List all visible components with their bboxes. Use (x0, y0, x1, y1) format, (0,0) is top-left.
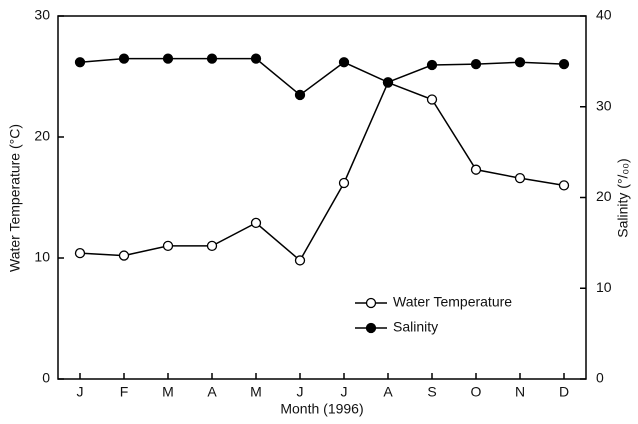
x-tick-label: J (297, 384, 304, 400)
x-tick-label: A (207, 384, 217, 400)
legend-label: Water Temperature (393, 294, 512, 310)
data-point (294, 89, 306, 101)
data-point (426, 94, 438, 105)
x-tick-label: F (120, 384, 129, 400)
data-point (294, 255, 306, 266)
data-point (162, 53, 174, 64)
data-point (514, 172, 526, 184)
data-point (382, 77, 394, 88)
y2-tick-label: 0 (596, 370, 604, 386)
x-axis-label: Month (1996) (280, 401, 363, 417)
x-tick-label: J (341, 384, 348, 400)
x-tick-label: D (559, 384, 569, 400)
series-line (79, 57, 565, 96)
data-point (74, 57, 86, 68)
data-point (558, 180, 570, 191)
data-point (206, 53, 218, 64)
data-point (470, 164, 482, 175)
series-line (79, 81, 565, 262)
x-tick-label: A (383, 384, 393, 400)
legend-marker (365, 297, 377, 309)
y2-tick-label: 30 (596, 97, 612, 113)
data-point (250, 217, 262, 229)
x-tick-label: M (162, 384, 174, 400)
data-point (206, 240, 218, 252)
data-point (250, 53, 262, 64)
x-tick-label: N (515, 384, 525, 400)
data-point (74, 248, 86, 259)
data-point (470, 58, 482, 70)
y2-tick-label: 10 (596, 279, 612, 295)
y2-axis-label: Salinity (°/₀₀) (615, 158, 631, 237)
y2-tick-label: 40 (596, 7, 612, 23)
data-point (514, 57, 526, 68)
legend-marker (365, 322, 377, 334)
data-point (426, 59, 438, 71)
y-tick-label: 20 (34, 128, 50, 144)
x-tick-label: S (427, 384, 436, 400)
legend-label: Salinity (393, 319, 438, 335)
x-tick-label: M (250, 384, 262, 400)
y-tick-label: 10 (34, 249, 50, 265)
plot-frame (57, 15, 587, 380)
y2-tick-label: 20 (596, 188, 612, 204)
data-point (338, 177, 350, 189)
x-tick-label: O (471, 384, 482, 400)
data-point (162, 240, 174, 252)
data-point (118, 250, 130, 261)
x-tick-label: J (77, 384, 84, 400)
data-point (118, 53, 130, 64)
y-axis-label: Water Temperature (°C) (7, 124, 23, 272)
data-point (338, 57, 350, 68)
data-point (558, 58, 570, 70)
y-tick-label: 30 (34, 7, 50, 23)
y-tick-label: 0 (42, 370, 50, 386)
